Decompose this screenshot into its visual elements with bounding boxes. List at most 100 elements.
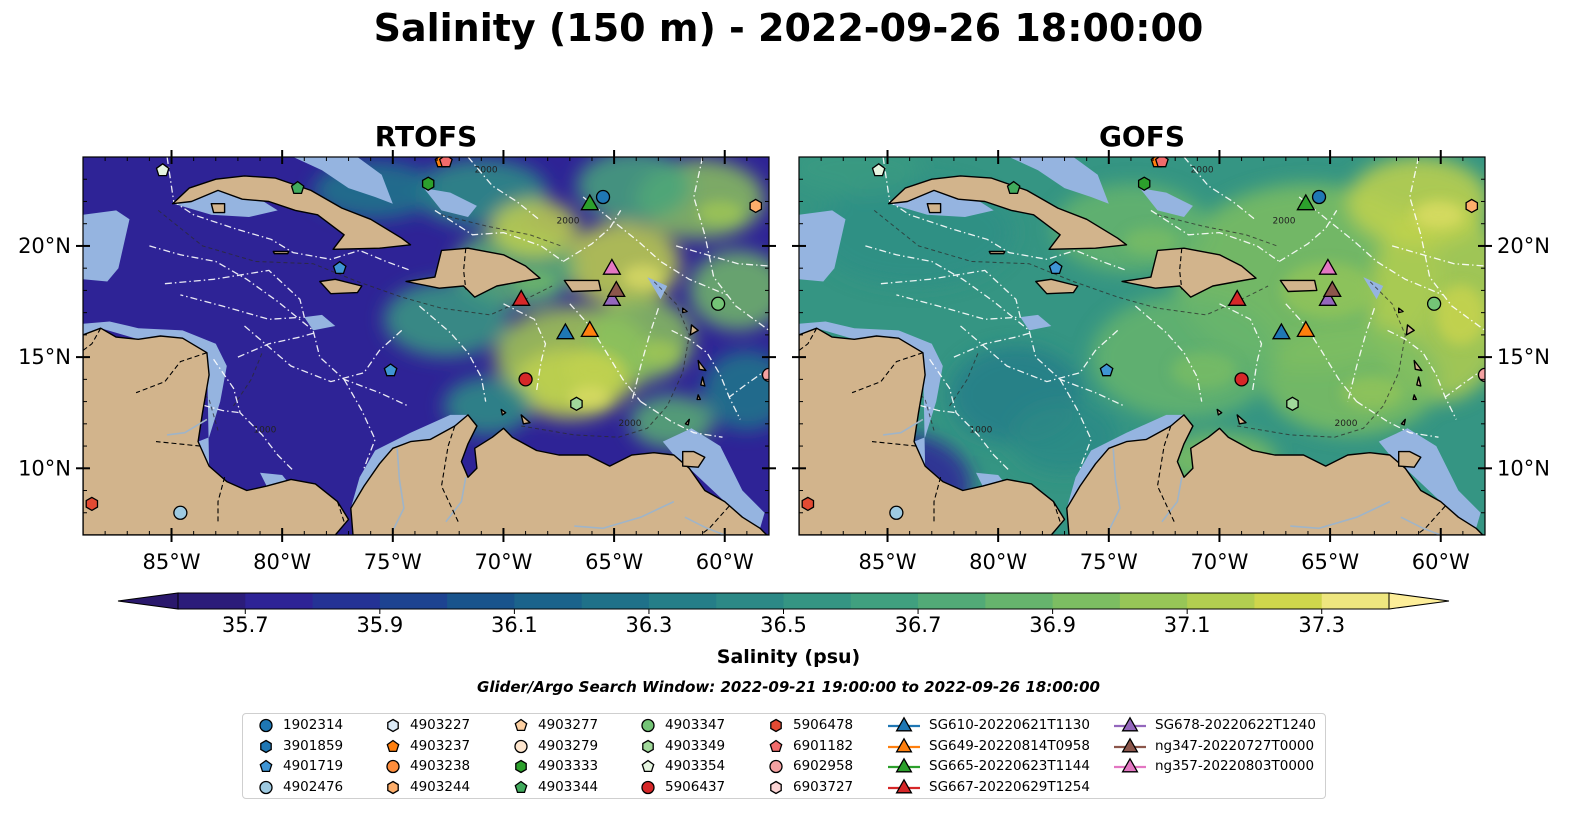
legend-marker[interactable] (259, 780, 273, 794)
obs-marker-4901719[interactable] (332, 260, 347, 275)
obs-marker-SG665-20220623T1144[interactable] (580, 193, 600, 211)
obs-marker-SG610-20220621T1130[interactable] (555, 322, 575, 340)
land (1216, 408, 1223, 416)
legend-marker[interactable] (641, 759, 655, 773)
legend-marker[interactable] (259, 759, 273, 773)
legend-marker-pentagon-icon (514, 780, 528, 793)
colorbar-tick-label: 36.9 (1029, 613, 1076, 637)
obs-marker-SG610-20220621T1130[interactable] (1271, 322, 1291, 340)
obs-marker-SG665-20220623T1144[interactable] (1296, 193, 1316, 211)
eez-boundary (640, 401, 723, 438)
eez-boundary (166, 157, 411, 272)
legend-marker[interactable] (387, 780, 399, 794)
obs-marker-4903354[interactable] (155, 162, 170, 177)
obs-marker-SG678-20220622T1240[interactable] (602, 289, 622, 306)
legend-marker[interactable] (770, 780, 782, 794)
map-panel-gofs[interactable]: 1000 2000 2000 2000 (788, 141, 1512, 539)
legend-marker[interactable] (642, 739, 654, 753)
legend-marker-circle-icon (769, 759, 783, 774)
obs-marker-ng357-20220803T0000[interactable] (1318, 258, 1338, 275)
obs-marker-4902476[interactable] (173, 505, 188, 520)
eez-boundary (213, 358, 294, 471)
colorbar-bin (379, 593, 448, 609)
obs-marker-4901719[interactable] (383, 363, 398, 377)
obs-marker-SG649-20220814T0958[interactable] (1296, 320, 1316, 338)
obs-marker-1902314[interactable] (595, 189, 611, 205)
obs-marker-5906437[interactable] (518, 372, 533, 387)
legend-label: 4903347 (665, 717, 726, 733)
legend-marker[interactable] (514, 780, 528, 793)
obs-marker-5906437[interactable] (1234, 372, 1249, 387)
legend-marker[interactable] (1121, 757, 1139, 773)
legend-marker[interactable] (514, 718, 528, 732)
legend-marker[interactable] (386, 759, 400, 774)
legend-item: 4901719 (257, 756, 343, 776)
legend-item: 4903238 (384, 756, 470, 776)
legend-marker[interactable] (515, 759, 527, 774)
obs-marker-4903349[interactable] (1286, 396, 1299, 412)
obs-marker-4902476[interactable] (889, 505, 904, 520)
legend-marker[interactable] (895, 757, 913, 773)
legend-marker[interactable] (387, 718, 399, 733)
obs-marker-6902958[interactable] (1477, 367, 1492, 383)
legend: 1902314 3901859 4901719 4902476 4903227 49032… (242, 713, 1326, 799)
eez-boundary (1134, 305, 1203, 402)
land (682, 450, 706, 468)
country-border (933, 477, 942, 522)
legend-marker-circle-icon (386, 759, 400, 774)
legend-marker[interactable] (769, 739, 783, 752)
eez-boundary (1391, 245, 1485, 267)
obs-marker-4903349[interactable] (570, 396, 583, 412)
obs-marker-6901182[interactable] (1154, 155, 1169, 168)
obs-marker-4901719[interactable] (1048, 260, 1063, 275)
legend-label: 4903354 (665, 758, 726, 774)
obs-marker-ng347-20220727T0000[interactable] (606, 280, 626, 298)
legend-label: SG610-20220621T1130 (929, 717, 1090, 733)
obs-marker-SG667-20220629T1254[interactable] (1227, 289, 1247, 306)
obs-marker-4903344[interactable] (290, 180, 305, 195)
legend-marker[interactable] (514, 739, 528, 753)
obs-marker-4903344[interactable] (1006, 180, 1021, 195)
colorbar-tick-label: 37.1 (1164, 613, 1211, 637)
shelf-area (647, 277, 668, 300)
obs-marker-ng357-20220803T0000[interactable] (602, 258, 622, 275)
depth-contour-label: 1000 (969, 426, 992, 436)
legend-label: 5906478 (793, 717, 854, 733)
obs-marker-4903333[interactable] (1137, 176, 1151, 191)
obs-marker-4903244[interactable] (1465, 198, 1479, 214)
obs-marker-4903354[interactable] (871, 162, 886, 177)
obs-marker-5906478[interactable] (85, 496, 99, 512)
obs-marker-1902314[interactable] (1311, 189, 1327, 205)
legend-marker[interactable] (259, 718, 273, 733)
legend-marker[interactable] (260, 739, 272, 753)
obs-marker-SG667-20220629T1254[interactable] (511, 289, 531, 306)
legend-marker[interactable] (895, 777, 913, 793)
shelf-area (889, 190, 994, 217)
lon-tick-label: 75°W (364, 550, 422, 574)
legend-marker[interactable] (1121, 716, 1139, 732)
legend-marker[interactable] (895, 736, 913, 752)
legend-marker[interactable] (769, 759, 783, 774)
obs-marker-4903347[interactable] (1426, 296, 1442, 311)
obs-marker-6902958[interactable] (761, 367, 776, 383)
obs-marker-ng347-20220727T0000[interactable] (1322, 280, 1342, 298)
legend-marker[interactable] (895, 716, 913, 732)
eez-boundary (1285, 303, 1358, 403)
land (887, 175, 1128, 250)
obs-marker-SG649-20220814T0958[interactable] (580, 320, 600, 338)
legend-marker[interactable] (641, 780, 655, 794)
legend-marker[interactable] (770, 718, 782, 733)
obs-marker-SG678-20220622T1240[interactable] (1318, 289, 1338, 306)
land (319, 278, 363, 295)
obs-marker-4903244[interactable] (749, 198, 763, 214)
obs-marker-5906478[interactable] (801, 496, 815, 512)
shelf-area (293, 157, 393, 204)
legend-marker[interactable] (386, 739, 400, 752)
obs-marker-4901719[interactable] (1099, 363, 1114, 377)
map-panel-rtofs[interactable]: 1000 2000 2000 2000 (83, 150, 791, 537)
legend-marker[interactable] (641, 718, 655, 733)
obs-marker-4903347[interactable] (710, 296, 726, 311)
obs-marker-4903333[interactable] (421, 176, 435, 191)
obs-marker-6901182[interactable] (438, 155, 453, 168)
legend-marker[interactable] (1121, 736, 1139, 752)
